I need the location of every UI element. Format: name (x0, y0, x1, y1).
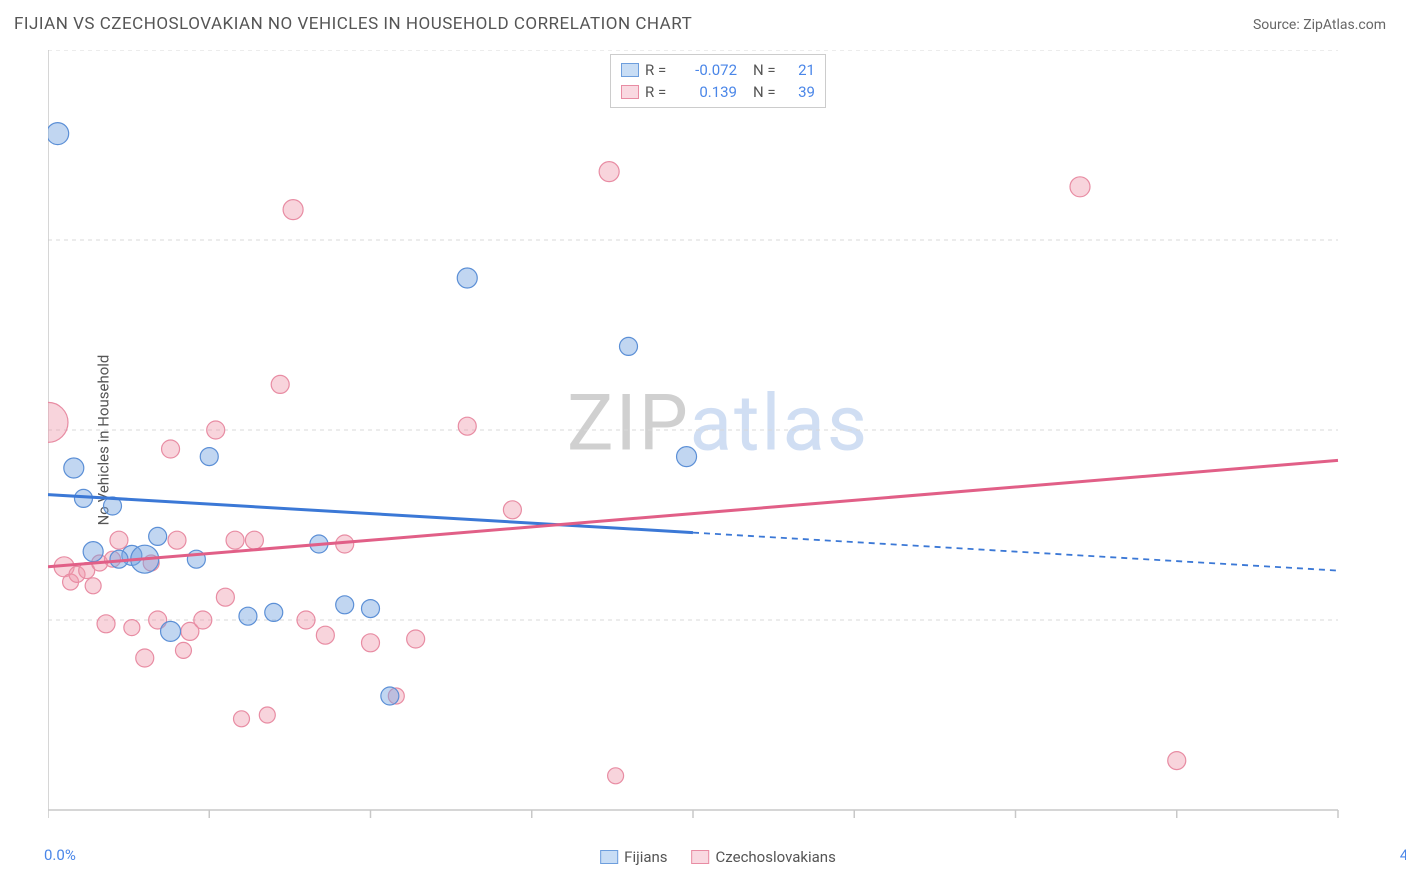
legend-n-label: N = (753, 83, 781, 101)
legend-r-value-fijians: -0.072 (679, 61, 737, 79)
legend-r-label: R = (645, 83, 673, 101)
legend-r-label: R = (645, 61, 673, 79)
chart-container: No Vehicles in Household ZIPatlas R = -0… (48, 50, 1388, 830)
legend-label-fijians: Fijians (624, 848, 667, 866)
legend-n-value-czech: 39 (787, 83, 815, 101)
legend-row-czech: R = 0.139 N = 39 (621, 81, 815, 103)
series-legend: Fijians Czechoslovakians (600, 848, 836, 866)
x-tick-max: 40.0% (1400, 846, 1406, 864)
legend-n-label: N = (753, 61, 781, 79)
legend-swatch-czech (621, 85, 639, 99)
legend-r-value-czech: 0.139 (679, 83, 737, 101)
legend-item-czech: Czechoslovakians (692, 848, 836, 866)
legend-item-fijians: Fijians (600, 848, 667, 866)
legend-row-fijians: R = -0.072 N = 21 (621, 59, 815, 81)
correlation-legend: R = -0.072 N = 21 R = 0.139 N = 39 (610, 54, 826, 108)
chart-title: FIJIAN VS CZECHOSLOVAKIAN NO VEHICLES IN… (14, 14, 692, 34)
legend-swatch-fijians (621, 63, 639, 77)
chart-source: Source: ZipAtlas.com (1253, 17, 1386, 33)
x-tick-min: 0.0% (44, 846, 76, 864)
legend-swatch-fijians-bottom (600, 850, 618, 864)
legend-n-value-fijians: 21 (787, 61, 815, 79)
legend-label-czech: Czechoslovakians (716, 848, 836, 866)
scatter-chart-svg (48, 50, 1388, 830)
legend-swatch-czech-bottom (692, 850, 710, 864)
